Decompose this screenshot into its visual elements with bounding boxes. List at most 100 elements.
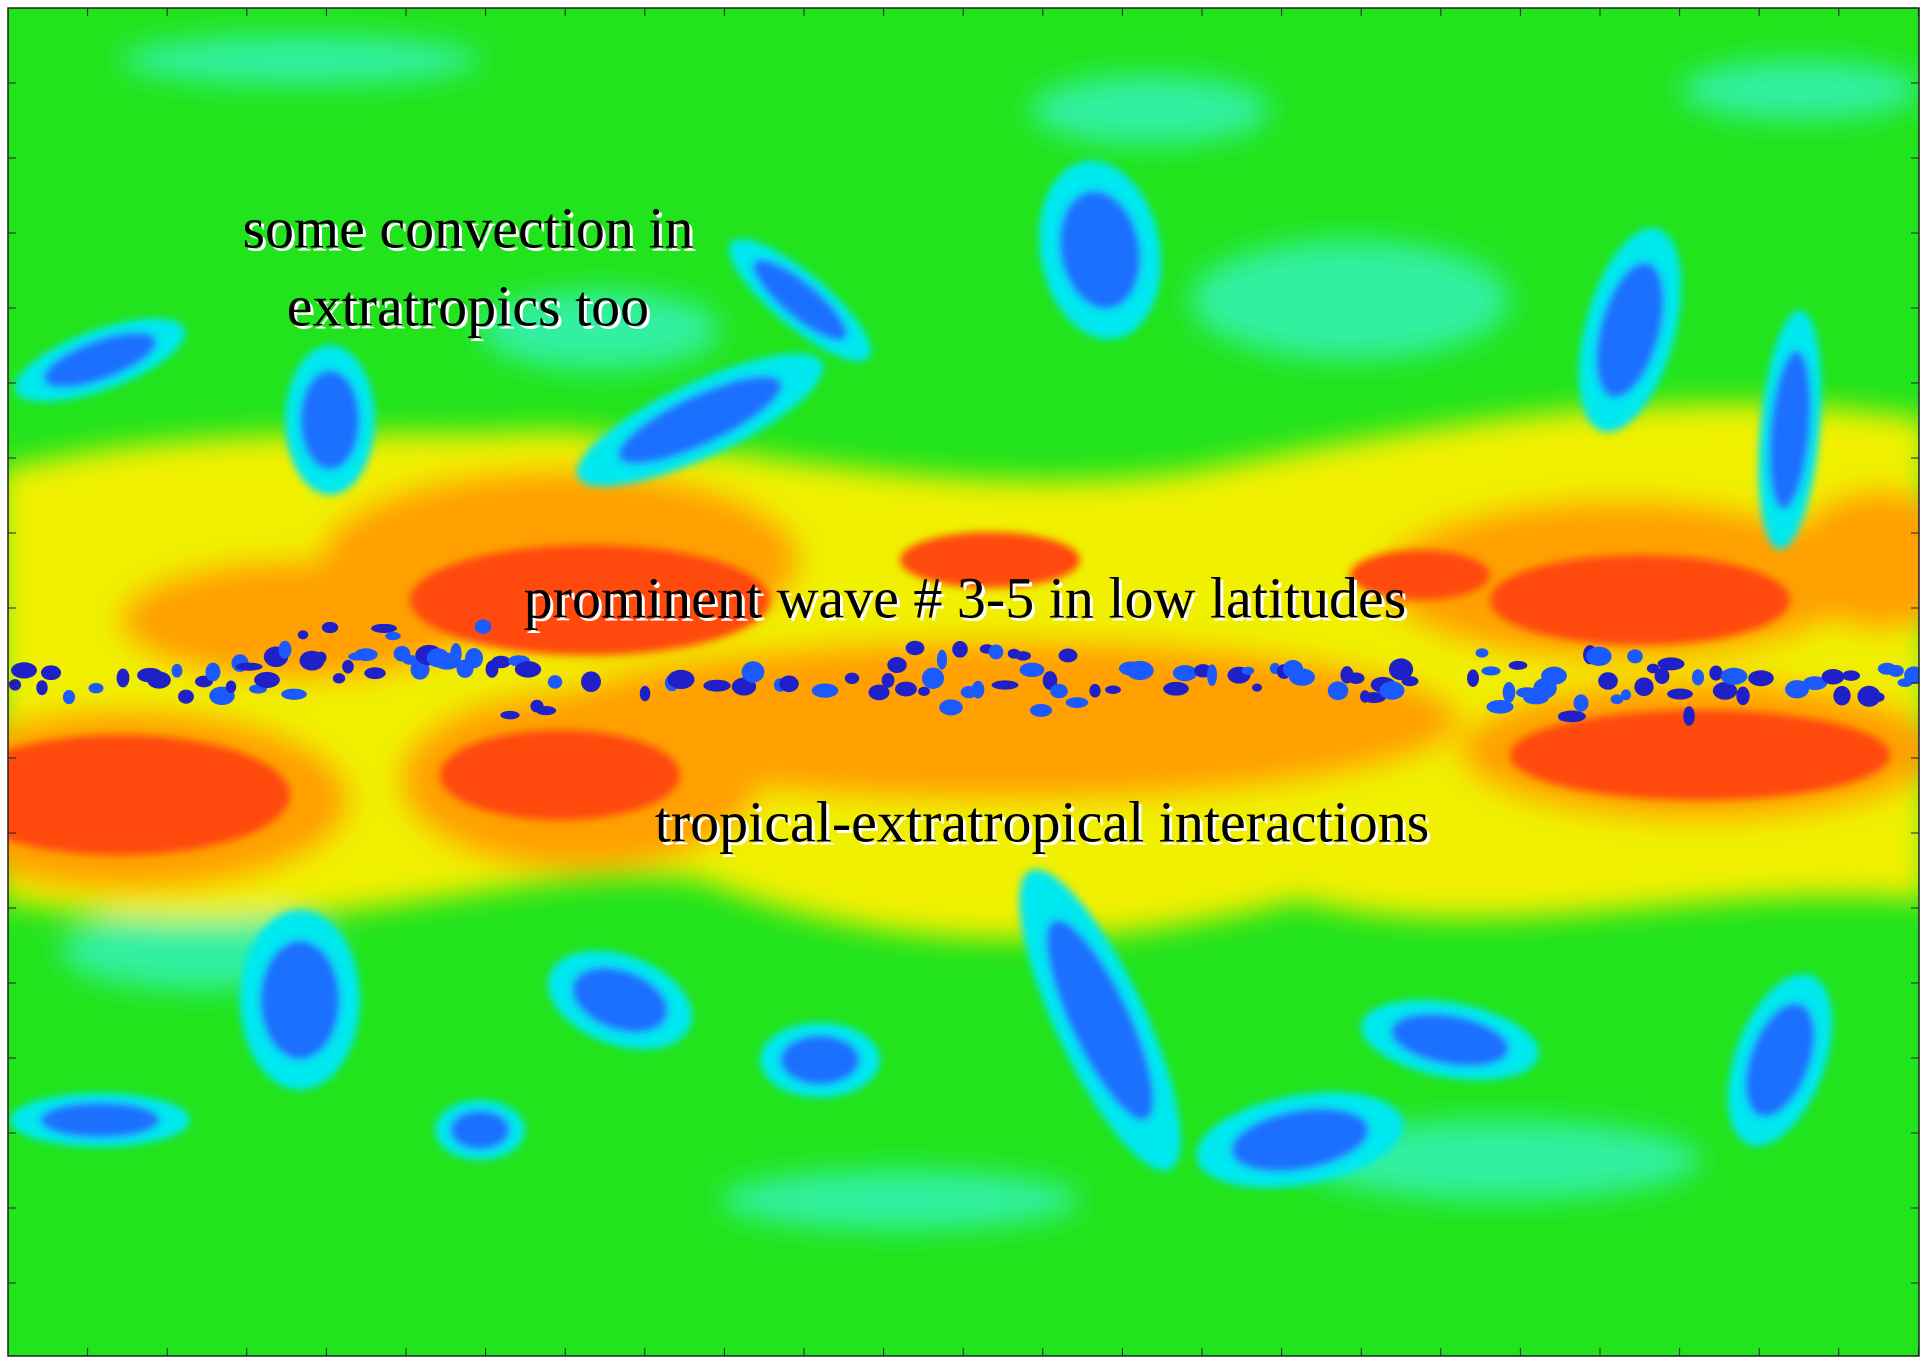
convective-cell [1683,706,1694,726]
convective-cell [1871,692,1884,702]
cyan-patch [1030,75,1270,145]
convective-cell [845,673,859,684]
blue-swirl [450,1110,510,1150]
convective-cell [1667,689,1693,700]
convective-cell [937,650,947,670]
convective-cell [1015,651,1031,660]
convective-cell [1481,666,1500,675]
convective-cell [281,689,307,700]
convective-cell [742,661,765,682]
convective-cell [1207,664,1217,686]
convective-cell [206,663,221,682]
convective-cell [1242,667,1254,675]
convective-cell [1379,681,1404,699]
convective-cell [491,656,510,668]
convective-cell [1173,665,1197,681]
convective-cell [1476,648,1489,657]
convective-cell [1503,682,1516,703]
convective-cell [1833,686,1850,706]
convective-cell [1598,672,1618,689]
convective-cell [1904,666,1924,683]
convective-cell [882,673,895,688]
convective-cell [235,663,262,671]
convective-cell [147,671,171,688]
convective-cell [515,661,541,677]
convective-cell [1586,647,1611,666]
convective-cell [1721,668,1748,685]
red-core [1490,555,1790,645]
convective-cell [1748,670,1774,686]
convective-cell [1089,684,1100,698]
convective-cell [1126,661,1153,680]
convective-cell [972,681,985,699]
annotation: tropical-extratropical interactions [655,789,1430,854]
convective-cell [172,664,183,678]
convective-cell [226,681,236,694]
convective-cell [906,641,925,655]
convective-cell [1621,689,1631,700]
convective-cell [1655,668,1670,684]
convective-cell [316,652,327,664]
convective-cell [500,711,519,719]
convective-cell [1692,669,1704,685]
convective-cell [779,676,798,693]
convective-cell [1888,665,1904,677]
convective-cell [952,641,968,658]
convective-cell [1657,657,1684,670]
convective-cell [1736,687,1749,706]
convective-cell [41,665,61,680]
convective-cell [536,706,556,715]
convective-cell [342,660,354,674]
convective-cell [298,630,309,639]
convective-cell [1030,704,1052,717]
annotation: prominent wave # 3-5 in low latitudes [524,565,1407,630]
convective-cell [385,632,400,640]
convective-cell [992,680,1019,689]
red-core [440,730,680,820]
precipitation-map: some convection in some convection in ex… [0,0,1927,1364]
convective-cell [1509,661,1528,670]
convective-cell [63,690,75,704]
convective-cell [918,687,930,696]
convective-cell [548,675,563,689]
convective-cell [1020,663,1045,677]
convective-cell [1163,682,1189,696]
convective-cell [989,644,1004,659]
convective-cell [667,670,694,689]
convective-cell [640,686,651,702]
convective-cell [1066,697,1088,708]
blue-swirl [300,370,360,470]
convective-cell [1348,672,1365,683]
convective-cell [322,622,338,633]
convective-cell [1402,676,1419,686]
convective-cell [1822,669,1845,685]
convective-cell [939,699,963,715]
convective-cell [36,680,47,695]
convective-cell [1541,667,1567,685]
convective-cell [9,679,21,690]
convective-cell [354,648,377,661]
blue-swirl [260,940,340,1060]
annotation: some convection in [242,195,693,260]
convective-cell [1842,670,1860,680]
convective-cell [895,682,917,697]
convective-cell [279,641,292,659]
convective-cell [1289,668,1315,685]
convective-cell [1050,684,1068,698]
convective-cell [1105,686,1121,694]
convective-cell [465,648,483,668]
convective-cell [1709,665,1722,680]
convective-cell [922,668,944,689]
convective-cell [812,683,839,697]
cyan-patch [1190,240,1510,360]
convective-cell [1467,669,1479,687]
convective-cell [1634,677,1653,696]
convective-cell [1252,684,1262,692]
convective-cell [178,690,194,704]
convective-cell [1558,711,1586,723]
annotation: extratropics too [287,273,649,338]
convective-cell [117,669,130,688]
convective-cell [11,662,37,678]
convective-cell [1573,694,1588,711]
convective-cell [887,657,906,673]
